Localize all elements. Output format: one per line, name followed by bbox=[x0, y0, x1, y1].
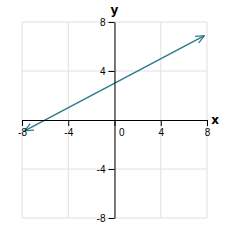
x-tick-label: -8 bbox=[18, 127, 27, 138]
x-tick-label: -4 bbox=[64, 127, 73, 138]
y-axis-line bbox=[115, 23, 116, 219]
grid-line-y bbox=[22, 22, 207, 23]
y-tick-mark bbox=[109, 218, 115, 219]
x-tick-mark bbox=[161, 120, 162, 126]
y-tick: 4 bbox=[100, 66, 115, 77]
x-tick-mark bbox=[68, 120, 69, 126]
y-tick-label: -8 bbox=[97, 213, 106, 224]
y-axis: -8 -4 4 8 bbox=[97, 17, 115, 224]
x-tick: -4 bbox=[64, 120, 73, 138]
y-tick-label: -4 bbox=[97, 164, 106, 175]
x-tick-mark bbox=[207, 120, 208, 126]
x-tick-mark bbox=[22, 120, 23, 126]
grid bbox=[22, 22, 207, 218]
y-tick-mark bbox=[109, 22, 115, 23]
x-tick: 0 bbox=[115, 120, 125, 138]
y-tick-label: 4 bbox=[100, 66, 106, 77]
y-tick-label: 8 bbox=[100, 17, 106, 28]
x-axis-title: x bbox=[211, 113, 219, 127]
x-tick-label: 4 bbox=[158, 127, 164, 138]
x-tick: 8 bbox=[205, 120, 211, 138]
chart: -8-4048-8-448xy bbox=[0, 0, 227, 234]
grid-line-x bbox=[22, 22, 23, 218]
y-tick-mark bbox=[109, 71, 115, 72]
x-tick-label: 0 bbox=[119, 127, 125, 138]
y-tick: 8 bbox=[100, 17, 115, 28]
x-axis: -8 -4 0 4 8 bbox=[18, 120, 211, 138]
x-tick-label: 8 bbox=[205, 127, 211, 138]
x-tick: -8 bbox=[18, 120, 27, 138]
y-tick-mark bbox=[109, 169, 115, 170]
y-axis-title: y bbox=[111, 3, 119, 17]
y-tick: -8 bbox=[97, 213, 115, 224]
y-tick: -4 bbox=[97, 164, 115, 175]
x-tick: 4 bbox=[158, 120, 164, 138]
